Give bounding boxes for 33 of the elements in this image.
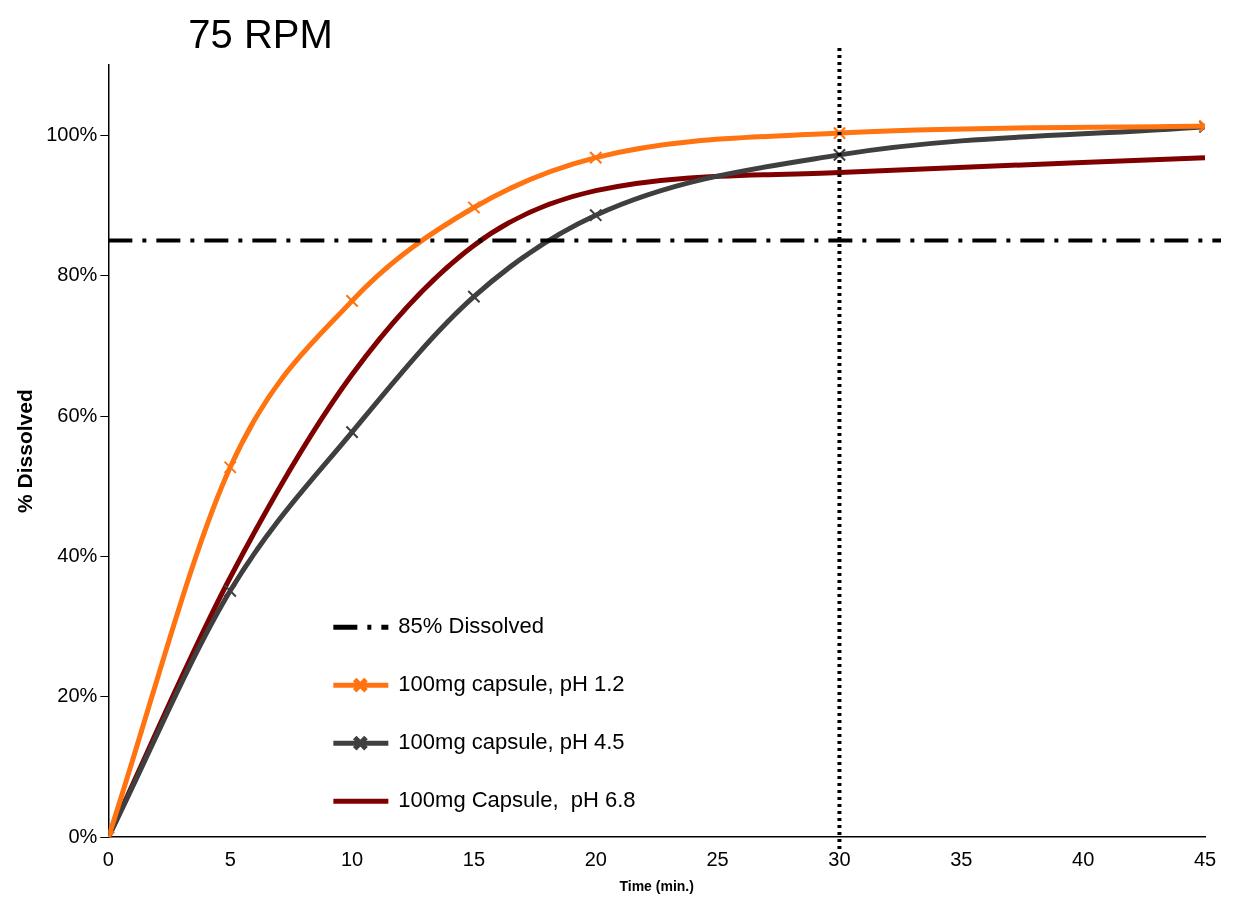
point [832,148,847,162]
legend-label: 100mg capsule, pH 4.5 [398,729,625,755]
x-tick-label: 0 [102,847,114,870]
x-tick-label: 40 [1072,847,1095,870]
x-tick-label: 35 [950,847,973,870]
x-tick-label: 15 [462,847,486,870]
legend-label: 85% Dissolved [398,613,544,639]
point [467,290,481,304]
chart-title: 75 RPM [188,12,333,56]
legend-label: 100mg capsule, pH 1.2 [398,671,625,697]
legend-label: 100mg Capsule, pH 6.8 [398,787,636,813]
x-tick-label: 20 [584,847,607,870]
point [345,294,359,308]
x-tick-label: 45 [1193,847,1217,870]
y-tick-label: 0% [68,824,98,847]
x-tick-label: 25 [706,847,729,870]
y-tick-label: 40% [57,543,98,566]
y-tick-label: 20% [57,684,98,707]
y-tick-label: 60% [57,403,98,426]
point [223,584,237,598]
x-tick-label: 5 [224,847,236,870]
y-axis-title: % Dissolved [13,389,37,513]
point [345,425,359,439]
point [589,151,603,165]
y-tick-label: 80% [57,263,98,286]
point [223,460,237,474]
point [832,126,847,140]
y-tick-label: 100% [46,122,98,145]
x-tick-label: 10 [340,847,364,870]
x-tick-label: 30 [828,847,851,870]
point [467,200,481,215]
x-axis-title: Time (min.) [619,878,694,895]
point [589,208,603,222]
